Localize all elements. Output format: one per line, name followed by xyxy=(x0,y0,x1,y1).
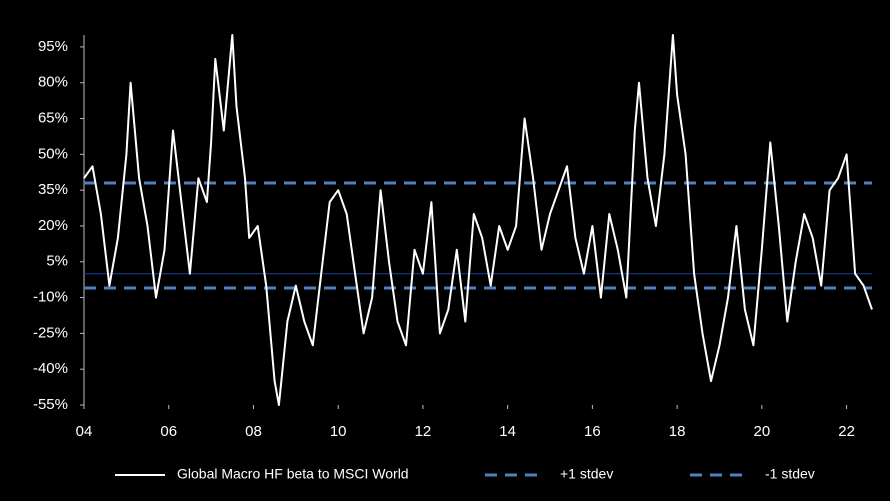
x-tick-label: 12 xyxy=(415,423,432,440)
x-tick-label: 06 xyxy=(160,423,177,440)
x-tick-label: 08 xyxy=(245,423,262,440)
y-tick-label: 20% xyxy=(38,217,68,234)
data-line xyxy=(83,34,873,406)
y-tick-label: -40% xyxy=(33,360,68,377)
legend-label: Global Macro HF beta to MSCI World xyxy=(177,466,409,482)
x-tick-label: 04 xyxy=(76,423,93,440)
legend-label: -1 stdev xyxy=(765,466,815,482)
x-tick-label: 22 xyxy=(838,423,855,440)
x-tick-label: 20 xyxy=(754,423,771,440)
y-tick-label: 65% xyxy=(38,110,68,127)
x-tick-label: 18 xyxy=(669,423,686,440)
x-tick-label: 14 xyxy=(499,423,516,440)
y-tick-label: -25% xyxy=(33,324,68,341)
y-tick-label: 35% xyxy=(38,181,68,198)
y-tick-label: -10% xyxy=(33,289,68,306)
x-tick-label: 16 xyxy=(584,423,601,440)
y-tick-label: 50% xyxy=(38,145,68,162)
y-tick-label: 95% xyxy=(38,38,68,55)
legend-label: +1 stdev xyxy=(560,466,613,482)
y-tick-label: 5% xyxy=(46,253,68,270)
y-tick-label: -55% xyxy=(33,396,68,413)
x-tick-label: 10 xyxy=(330,423,347,440)
y-tick-label: 80% xyxy=(38,74,68,91)
